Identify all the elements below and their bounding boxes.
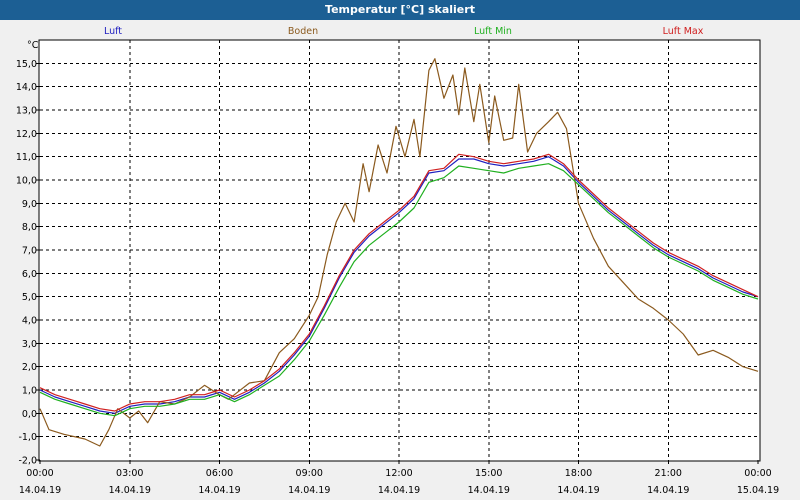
x-tick-date-label: 14.04.19	[647, 485, 689, 496]
y-tick-label: 9,0	[22, 199, 37, 210]
y-tick-label: 12,0	[16, 129, 37, 140]
x-tick-date-label: 14.04.19	[198, 485, 240, 496]
series-line-luft-min	[39, 163, 759, 417]
y-tick-label: 5,0	[22, 292, 37, 303]
y-tick-label: 11,0	[16, 152, 37, 163]
x-tick-date-label: 15.04.19	[737, 485, 779, 496]
legend-entry-luft-min: Luft Min	[474, 26, 512, 37]
x-tick-time-label: 21:00	[655, 468, 682, 479]
x-tick-time-label: 09:00	[296, 468, 323, 479]
y-tick-label: 4,0	[22, 316, 37, 327]
y-axis: -2,0 -1,0 0,0 1,0 2,0 3,0 4,0 5,0 6,0 7,0 8,0 9,0 10…	[16, 59, 40, 467]
x-tick-date-label: 14.04.19	[378, 485, 420, 496]
x-tick-time-label: 12:00	[385, 468, 412, 479]
x-tick-time-label: 18:00	[565, 468, 592, 479]
chart-title: Temperatur [°C] skaliert	[0, 0, 800, 20]
y-tick-label: 3,0	[22, 339, 37, 350]
x-tick-date-label: 14.04.19	[19, 485, 61, 496]
x-tick-time-label: 06:00	[206, 468, 233, 479]
legend-entry-boden: Boden	[288, 26, 318, 37]
x-tick-date-label: 14.04.19	[288, 485, 330, 496]
y-tick-label: 6,0	[22, 269, 37, 280]
y-tick-label: 10,0	[16, 176, 37, 187]
y-tick-label: 15,0	[16, 59, 37, 70]
series-line-boden	[39, 58, 759, 447]
y-tick-label: 7,0	[22, 246, 37, 257]
series-line-luft	[39, 156, 759, 414]
series-line-luft-max	[39, 153, 759, 412]
y-tick-label: -1,0	[18, 432, 37, 443]
y-tick-label: 13,0	[16, 106, 37, 117]
legend-entry-luft-max: Luft Max	[663, 26, 704, 37]
y-tick-label: 0,0	[22, 409, 37, 420]
x-tick-time-label: 03:00	[116, 468, 143, 479]
y-tick-label: 8,0	[22, 222, 37, 233]
legend-entry-luft: Luft	[104, 26, 122, 37]
x-tick-time-label: 15:00	[475, 468, 502, 479]
x-tick-time-label: 00:00	[744, 468, 771, 479]
series-lines	[39, 58, 759, 447]
legend: Luft Boden Luft Min Luft Max	[104, 26, 704, 37]
y-tick-label: 2,0	[22, 362, 37, 373]
x-tick-date-label: 14.04.19	[557, 485, 599, 496]
x-tick-time-label: 00:00	[26, 468, 53, 479]
y-tick-label: -2,0	[18, 456, 37, 467]
x-axis: 00:00 14.04.19 03:00 14.04.19 06:00 14.04.19 0…	[19, 460, 779, 496]
y-tick-label: 1,0	[22, 386, 37, 397]
y-unit-label: °C	[27, 40, 39, 51]
x-tick-date-label: 14.04.19	[109, 485, 151, 496]
x-tick-date-label: 14.04.19	[468, 485, 510, 496]
y-tick-label: 14,0	[16, 82, 37, 93]
